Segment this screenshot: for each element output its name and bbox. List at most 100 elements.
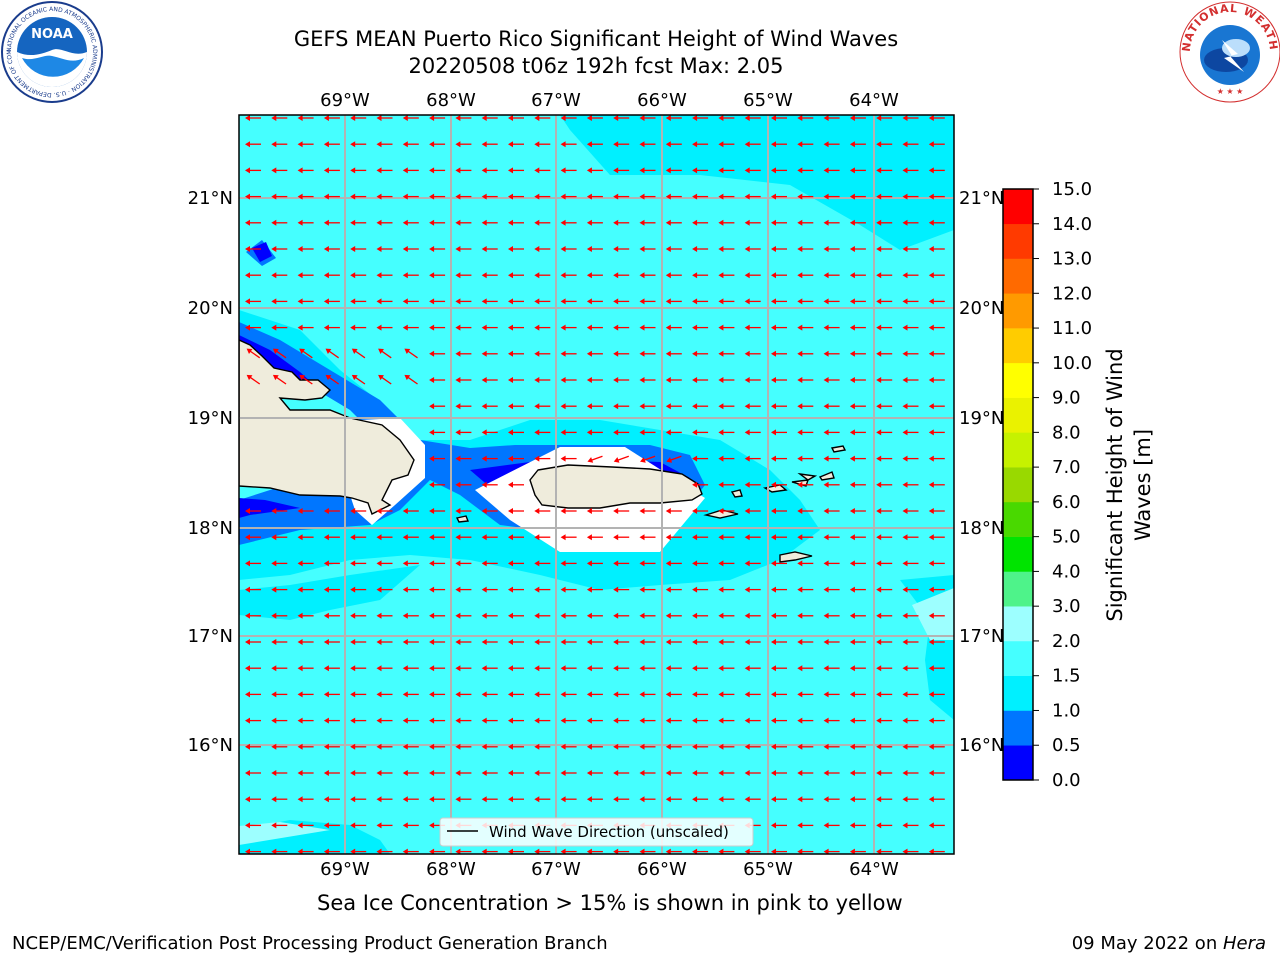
wind-arrow: [378, 348, 392, 359]
wind-arrow: [560, 246, 577, 252]
lon-label-top: 66°W: [637, 90, 687, 111]
wind-arrow: [350, 219, 367, 226]
wind-arrow: [534, 534, 551, 541]
wind-arrow: [297, 167, 314, 174]
nws-logo: NATIONAL WEATHER SERVICE ★ ★ ★: [1178, 0, 1280, 103]
wind-arrow: [771, 848, 787, 854]
chart-title: GEFS MEAN Puerto Rico Significant Height…: [293, 27, 899, 51]
wind-arrow: [508, 377, 524, 383]
wind-arrow: [665, 796, 682, 803]
wind-arrow: [823, 403, 840, 410]
wind-arrow: [455, 403, 472, 410]
wind-arrow: [639, 665, 656, 672]
wind-arrow: [613, 743, 630, 750]
wind-arrow: [639, 429, 656, 436]
wind-arrow: [508, 324, 524, 331]
wind-arrow: [613, 298, 630, 305]
wind-arrow: [902, 429, 919, 436]
wind-arrow: [271, 639, 288, 645]
wind-arrow: [823, 141, 840, 148]
wind-arrow: [325, 374, 340, 385]
wind-arrow: [902, 141, 919, 148]
colorbar-swatch: [1003, 432, 1033, 468]
wind-arrow: [902, 377, 919, 383]
wind-arrow: [534, 691, 551, 698]
wind-arrow: [744, 743, 761, 750]
wind-arrow: [665, 403, 682, 410]
wind-arrow: [639, 691, 656, 698]
wind-arrow: [245, 534, 261, 541]
wind-arrow: [586, 115, 603, 121]
colorbar-swatch: [1003, 328, 1033, 364]
wind-arrow: [718, 560, 735, 567]
wind-arrow: [534, 665, 551, 672]
wind-arrow: [481, 115, 498, 121]
lat-label-left: 21°N: [188, 188, 233, 209]
wind-arrow: [771, 743, 787, 750]
wind-arrow: [560, 612, 577, 619]
wind-arrow: [323, 822, 340, 829]
wind-arrow: [429, 246, 446, 252]
wind-arrow: [271, 717, 288, 724]
wind-arrow: [297, 141, 314, 148]
wind-arrow: [744, 167, 761, 174]
wind-arrow: [665, 429, 682, 436]
wind-arrow: [665, 272, 682, 279]
wind-arrow: [586, 508, 603, 514]
wind-arrow: [665, 141, 682, 148]
wind-arrow: [613, 377, 630, 383]
wind-arrow: [718, 822, 735, 829]
wind-arrow: [455, 429, 472, 436]
wind-arrow: [586, 822, 603, 829]
wind-arrow: [455, 324, 472, 331]
wind-arrow: [902, 691, 919, 698]
lat-label-left: 20°N: [188, 298, 233, 319]
wind-arrow: [323, 586, 340, 593]
wind-arrow: [297, 639, 314, 645]
wind-arrow: [402, 612, 419, 619]
wind-arrow: [402, 246, 419, 252]
wind-arrow: [823, 377, 840, 383]
lon-label-bottom: 65°W: [743, 859, 793, 880]
wind-arrow: [534, 822, 551, 829]
wind-arrow: [771, 534, 787, 541]
wind-arrow: [639, 350, 656, 357]
wind-arrow: [455, 770, 472, 776]
wind-arrow: [771, 455, 787, 462]
wind-arrow: [429, 822, 446, 829]
wind-arrow: [902, 743, 919, 750]
wind-arrow: [325, 348, 340, 359]
wind-arrow: [271, 691, 288, 698]
wind-arrow: [323, 770, 340, 776]
wind-arrow: [876, 219, 893, 226]
wind-arrow: [613, 717, 630, 724]
wind-arrow: [928, 796, 945, 803]
wind-arrow: [534, 586, 551, 593]
graticule: [239, 115, 954, 854]
wind-arrow: [613, 272, 630, 279]
wind-arrow: [797, 691, 814, 698]
wind-arrow: [560, 822, 577, 829]
wind-arrow: [744, 324, 761, 331]
wind-arrow: [586, 193, 603, 200]
wind-arrow: [771, 272, 787, 279]
wind-arrow: [718, 508, 735, 514]
wind-arrow: [639, 612, 656, 619]
wind-arrow: [902, 350, 919, 357]
wind-arrow: [902, 770, 919, 776]
wind-arrow: [429, 272, 446, 279]
wind-arrow: [560, 219, 577, 226]
wind-arrow: [560, 167, 577, 174]
wind-arrow: [534, 246, 551, 252]
wind-arrow: [902, 298, 919, 305]
wind-arrow: [245, 770, 261, 776]
wind-arrow: [692, 508, 709, 514]
wind-arrow: [297, 796, 314, 803]
wind-arrow: [560, 770, 577, 776]
wind-arrow: [481, 298, 498, 305]
wind-arrow: [718, 743, 735, 750]
wind-arrow: [429, 115, 446, 121]
wind-arrow: [744, 350, 761, 357]
wind-arrow: [613, 534, 630, 541]
wind-arrow: [508, 455, 524, 462]
